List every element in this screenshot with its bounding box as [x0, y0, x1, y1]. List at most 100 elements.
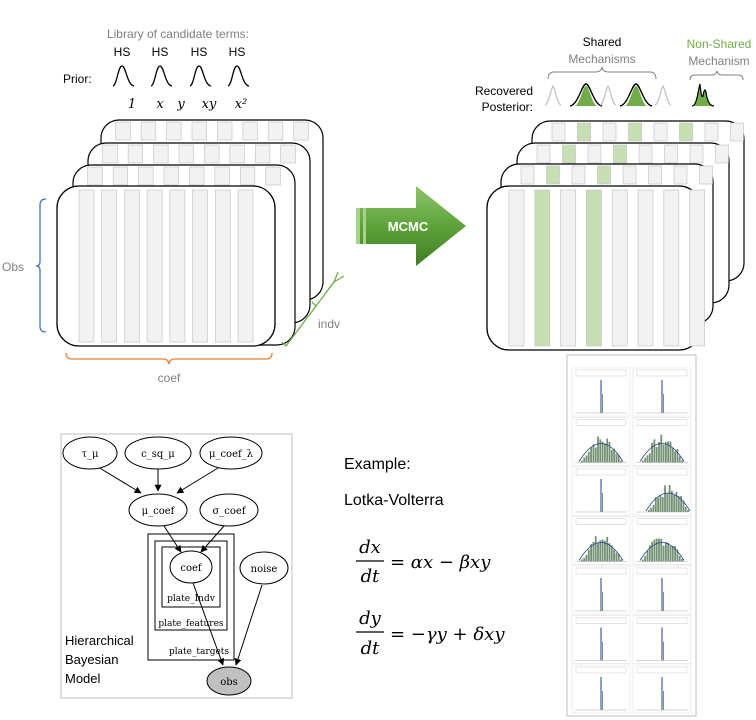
plate-indv-label: plate_Indv — [167, 594, 216, 604]
posterior-histogram-panel — [566, 354, 697, 717]
histogram-thumb — [632, 417, 692, 466]
posterior-column-7 — [663, 189, 680, 347]
node-tau-mu-label: τ_μ — [81, 449, 99, 460]
mcmc-arrow: MCMC — [356, 186, 466, 266]
matrix-column-3 — [124, 189, 140, 343]
matrix-column-7 — [214, 189, 231, 343]
coef-brace: coef — [65, 352, 273, 385]
posterior-curve-2 — [569, 83, 603, 107]
prior-term-5: x² — [235, 97, 248, 112]
posterior-curve-4 — [619, 83, 653, 107]
library-title: Library of candidate terms: — [107, 27, 249, 41]
posterior-label: Posterior: — [482, 100, 533, 114]
posterior-curve-nonshared — [691, 83, 715, 107]
posterior-column-6 — [637, 189, 654, 347]
histogram-thumb — [632, 565, 692, 615]
posterior-curve-2-fill — [575, 86, 597, 106]
model-caption-line1: Hierarchical — [65, 633, 134, 648]
prior-tag-3: HS — [191, 45, 208, 59]
posterior-curves — [544, 83, 715, 107]
node-obs-label: obs — [220, 677, 238, 688]
node-obs — [206, 666, 252, 696]
node-mu-coef-lambda — [199, 436, 263, 470]
histogram-thumb — [571, 565, 631, 615]
nonshared-title: Non-Shared — [687, 37, 752, 51]
coef-label: coef — [158, 371, 181, 385]
posterior-curve-5 — [654, 85, 672, 106]
example-block: Example: Lotka-Volterra dx dt = αx − βxy… — [344, 456, 505, 659]
matrix-column-5 — [169, 189, 186, 343]
prior-tag-2: HS — [152, 45, 169, 59]
eq2-numerator: dy — [359, 608, 382, 629]
shared-subtitle: Mechanisms — [568, 52, 635, 66]
obs-brace: Obs — [2, 198, 47, 333]
eq1-denominator: dt — [361, 566, 381, 587]
graphical-model: plate_Indv plate_features plate_targets … — [60, 433, 293, 699]
prior-tag-1: HS — [114, 45, 131, 59]
prior-tag-4: HS — [229, 45, 246, 59]
prior-list: 1 HS x HS y HS xy HS x² — [112, 45, 250, 112]
posterior-matrix-stack — [486, 120, 745, 351]
model-caption-line3: Model — [65, 671, 101, 686]
nonshared-subtitle: Mechanism — [688, 54, 749, 68]
prior-curve-4 — [227, 65, 250, 87]
model-caption-line2: Bayesian — [65, 652, 118, 667]
nonshared-brace — [689, 70, 744, 81]
prior-curve-2 — [150, 65, 173, 87]
posterior-curve-3 — [599, 85, 617, 106]
eq2-denominator: dt — [361, 638, 381, 659]
matrix-column-6 — [192, 189, 208, 343]
prior-term-4: xy — [202, 97, 217, 112]
posterior-curve-4-fill — [625, 86, 647, 106]
matrix-column-2 — [101, 189, 118, 343]
posterior-column-8 — [689, 189, 705, 347]
histogram-thumb — [632, 367, 692, 417]
node-coef-label: coef — [180, 563, 203, 574]
prior-term-1: 1 — [128, 97, 136, 112]
node-noise — [239, 551, 289, 585]
node-mu-coef-lambda-label: μ_coef_λ — [209, 449, 254, 460]
matrix-column-4 — [146, 189, 163, 343]
posterior-front — [486, 185, 705, 351]
node-sigma-coef-label: σ_coef — [212, 506, 246, 517]
posterior-column-1 — [508, 189, 525, 347]
equation-dx-dt: dx dt = αx − βxy — [356, 537, 491, 587]
histogram-thumb — [632, 664, 692, 714]
plate-targets-label: plate_targets — [169, 647, 229, 657]
shared-brace — [547, 66, 657, 80]
eq1-numerator: dx — [359, 537, 381, 558]
prior-curve-3 — [189, 65, 212, 87]
observation-matrix-stack — [56, 119, 324, 347]
example-name: Lotka-Volterra — [344, 492, 444, 509]
matrix-column-8 — [237, 189, 254, 343]
histogram-thumb — [571, 466, 631, 516]
plate-targets — [147, 533, 235, 661]
histogram-thumb — [632, 466, 692, 516]
histogram-thumb — [571, 615, 631, 664]
histogram-thumb — [571, 367, 631, 417]
mcmc-label: MCMC — [388, 219, 429, 234]
posterior-column-2 — [534, 189, 551, 347]
indv-brace: indv — [281, 271, 345, 347]
equation-dy-dt: dy dt = −γy + δxy — [356, 608, 505, 659]
node-mu-coef-label: μ_coef — [142, 506, 176, 517]
plate-features — [154, 540, 228, 631]
histogram-thumb — [632, 516, 692, 565]
obs-label: Obs — [2, 260, 24, 274]
histogram-thumb — [571, 417, 631, 466]
eq2-rhs: = −γy + δxy — [390, 624, 505, 645]
prior-curve-1 — [112, 65, 135, 87]
posterior-column-4 — [586, 189, 602, 347]
prior-term-3: y — [176, 97, 185, 112]
node-coef — [169, 550, 213, 584]
histogram-thumb — [571, 664, 631, 714]
recovered-label: Recovered — [475, 84, 533, 98]
example-heading: Example: — [344, 456, 411, 473]
node-c-sq-mu-label: c_sq_μ — [141, 449, 175, 460]
histogram-thumb — [632, 615, 692, 664]
node-tau-mu — [62, 436, 118, 470]
matrix-column-1 — [78, 189, 95, 343]
prior-term-2: x — [156, 97, 164, 112]
histogram-thumb — [571, 516, 631, 565]
